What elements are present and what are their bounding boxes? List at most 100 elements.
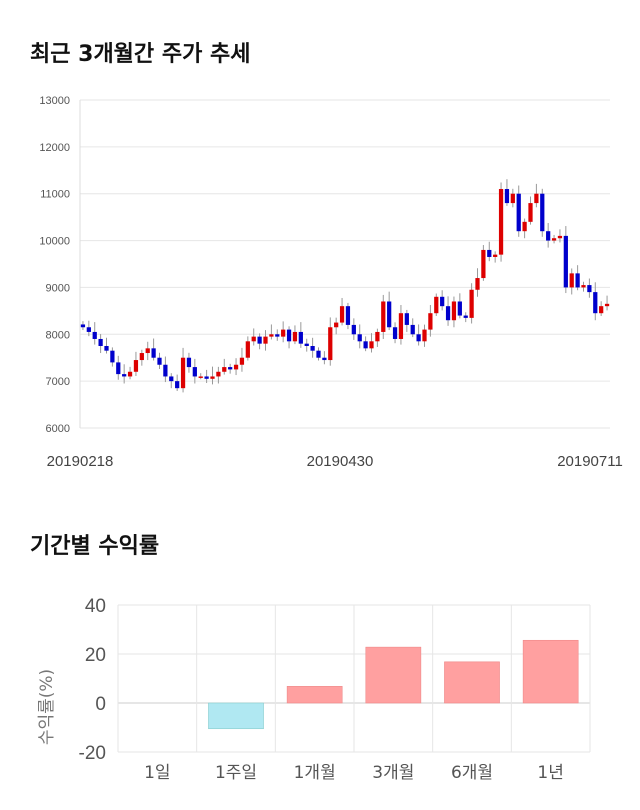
x-tick-label: 20190430 [307,453,374,470]
candle-body [410,324,415,335]
candle-body [239,357,245,365]
candle-marks [80,179,610,393]
candle-body [498,189,504,255]
candle-body [310,346,315,351]
y-tick-label: 40 [85,596,106,617]
candle-body [210,376,215,379]
candle-body [422,329,427,342]
candle-body [469,289,474,318]
y-tick-label: 7000 [46,376,70,388]
candle-body [369,341,374,349]
y-tick-label: -20 [79,743,106,764]
candle-body [510,193,515,204]
candle-body [151,348,156,358]
price-trend-title: 최근 3개월간 주가 추세 [30,42,251,67]
candle-grid [79,99,610,429]
candle-body [587,285,592,293]
candle-body [381,301,386,332]
candle-body [593,292,598,314]
candle-body [322,357,327,361]
candle-body [351,324,356,335]
y-tick-label: 9000 [46,282,70,294]
candle-body [204,376,209,379]
return-bar [522,639,579,704]
candle-body [334,322,339,328]
candle-body [493,254,498,257]
y-tick-label: 12000 [39,142,70,154]
candle-body [363,341,368,349]
x-tick-label: 20190218 [47,453,114,470]
candlestick-chart: 13000 12000 11000 10000 9000 8000 7000 6000 201… [39,95,623,470]
candle-body [557,235,563,239]
candle-body [546,231,551,241]
candle-body [281,329,286,337]
candle-body [180,357,186,389]
candle-body [122,374,127,377]
candle-body [516,193,521,232]
candle-body [169,376,174,382]
candle-body [563,235,568,288]
candle-body [339,306,345,323]
candle-body [581,285,586,288]
candle-body [504,189,510,204]
candle-body [292,331,298,342]
candle-body [398,313,404,339]
candle-body [127,371,133,377]
candle-body [534,193,539,204]
candle-body [139,353,144,361]
return-bar [444,661,500,704]
x-tick-label: 6개월 [451,763,493,783]
candle-body [481,249,486,279]
candle-body [110,350,115,363]
bar-x-ticks: 1일 1주일 1개월 3개월 6개월 1년 [144,763,564,783]
candle-body [145,348,150,354]
y-tick-label: 20 [85,645,106,666]
return-bar [365,646,422,704]
candle-body [98,338,103,346]
candle-body [357,334,362,342]
y-tick-label: 13000 [39,95,70,107]
candle-body [286,329,292,342]
bar-y-axis-label: 수익률(%) [37,669,57,745]
candle-body [316,350,321,358]
candle-x-ticks: 20190218 20190430 20190711 [47,453,623,470]
candle-body [116,362,121,375]
candle-body [345,306,351,325]
y-tick-label: 0 [95,694,106,715]
candle-body [222,367,227,372]
candle-body [192,367,197,377]
candle-body [404,313,409,325]
candle-body [522,221,527,232]
return-bar-chart: 40 20 0 -20 1일 1주일 1개월 3개월 6개월 1년 수익률(%) [37,596,591,783]
candle-body [157,357,162,365]
candle-body [475,278,480,290]
x-tick-label: 1년 [537,763,563,783]
candle-y-ticks: 13000 12000 11000 10000 9000 8000 7000 6000 [39,95,70,435]
candle-body [457,301,462,316]
candle-body [328,327,333,361]
candle-body [163,364,168,377]
candle-body [92,331,97,339]
candle-body [599,306,604,314]
candle-body [245,341,250,358]
candle-body [575,273,580,288]
x-tick-label: 1일 [144,763,170,783]
candle-body [387,301,392,328]
candle-body [451,301,457,321]
candle-body [216,371,221,377]
candle-body [104,346,109,351]
bar-marks [208,639,579,730]
candle-body [233,364,239,370]
candle-body [440,296,445,307]
candle-body [304,343,309,346]
return-bar [208,702,264,730]
candle-body [604,303,610,307]
bar-y-ticks: 40 20 0 -20 [79,596,106,764]
candle-body [298,331,303,344]
candle-body [434,296,439,314]
candle-body [528,203,533,222]
candle-body [186,357,192,368]
x-tick-label: 1개월 [294,763,336,783]
candle-body [251,336,256,342]
bar-grid [117,604,591,753]
